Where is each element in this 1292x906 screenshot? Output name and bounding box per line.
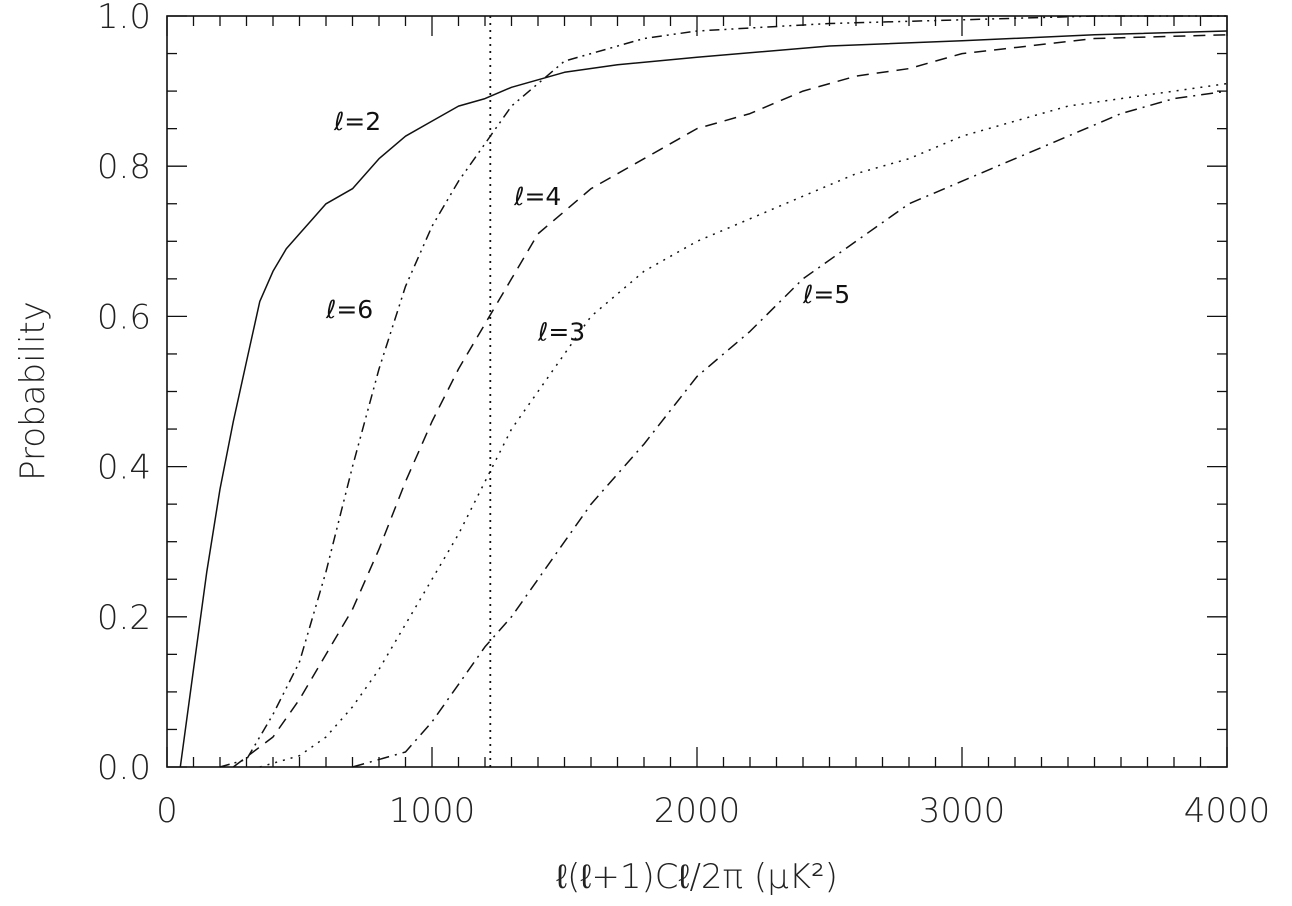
curve-label: ℓ=4 — [513, 182, 561, 211]
x-tick-label: 4000 — [1184, 791, 1271, 831]
y-tick-label: 0.2 — [97, 598, 151, 638]
x-tick-label: 0 — [156, 791, 178, 831]
series-line — [352, 90, 1228, 768]
y-tick-label: 0.6 — [97, 297, 151, 337]
curve-label: ℓ=6 — [325, 295, 373, 324]
x-tick-label: 3000 — [919, 791, 1006, 831]
curve-label: ℓ=2 — [333, 107, 381, 136]
series-layer — [179, 15, 1228, 768]
series-line — [179, 30, 1228, 768]
tick-labels: 0 1000 2000 3000 4000 0.0 0.2 0.4 0.6 0.8 1.0 — [97, 0, 1270, 831]
curve-label: ℓ=3 — [537, 317, 585, 346]
x-tick-label: 1000 — [389, 791, 476, 831]
y-tick-label: 1.0 — [97, 0, 151, 37]
curve-label: ℓ=5 — [802, 280, 850, 309]
y-axis-title: Probability — [13, 301, 53, 481]
y-tick-label: 0.4 — [97, 448, 151, 488]
x-axis-title: ℓ(ℓ+1)Cℓ/2π (μK²) — [556, 857, 838, 897]
x-tick-label: 2000 — [654, 791, 741, 831]
series-line — [232, 34, 1228, 768]
curve-labels: ℓ=2 ℓ=4 ℓ=6 ℓ=3 ℓ=5 — [325, 107, 850, 346]
plot-frame — [166, 15, 1228, 768]
y-tick-label: 0.8 — [97, 147, 151, 187]
y-tick-label: 0.0 — [97, 748, 151, 788]
